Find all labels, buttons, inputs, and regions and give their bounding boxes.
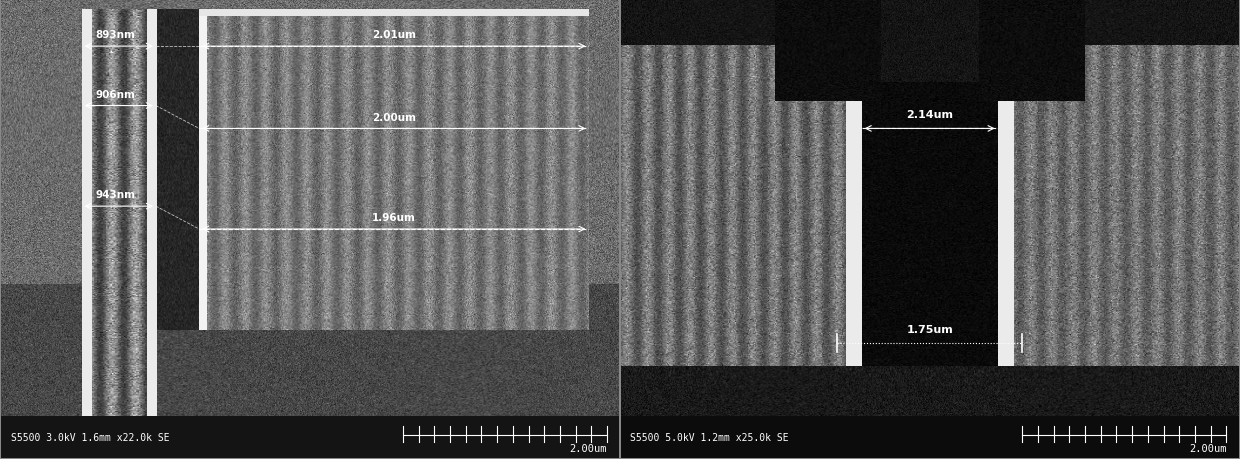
Text: 2.14um: 2.14um bbox=[906, 110, 954, 120]
Text: 2.00um: 2.00um bbox=[1189, 443, 1226, 453]
Text: 2.00um: 2.00um bbox=[372, 112, 415, 122]
Text: 906nm: 906nm bbox=[95, 90, 135, 100]
Text: 1.75um: 1.75um bbox=[906, 325, 954, 335]
Text: 893nm: 893nm bbox=[95, 30, 135, 40]
Text: 2.01um: 2.01um bbox=[372, 30, 415, 40]
Text: 1.96um: 1.96um bbox=[372, 213, 415, 223]
Text: S5500 5.0kV 1.2mm x25.0k SE: S5500 5.0kV 1.2mm x25.0k SE bbox=[630, 432, 789, 442]
Text: 943nm: 943nm bbox=[95, 190, 135, 200]
Text: S5500 3.0kV 1.6mm x22.0k SE: S5500 3.0kV 1.6mm x22.0k SE bbox=[11, 432, 170, 442]
Text: 2.00um: 2.00um bbox=[569, 443, 606, 453]
